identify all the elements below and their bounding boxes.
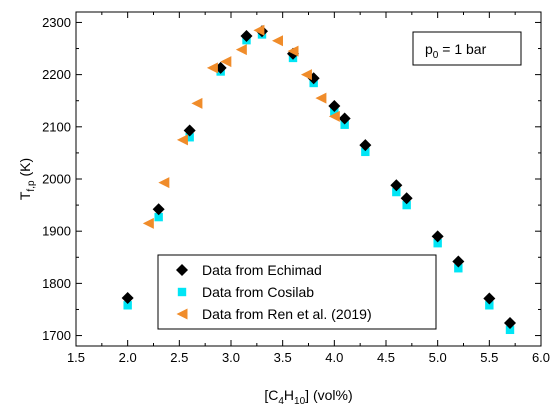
data-point-diamond bbox=[390, 179, 403, 192]
data-point-triangle-left bbox=[272, 35, 283, 47]
y-tick-label: 1800 bbox=[42, 276, 71, 291]
x-tick-label: 2.5 bbox=[170, 350, 188, 365]
data-point-triangle-left bbox=[328, 110, 340, 122]
data-point-triangle-left bbox=[142, 217, 154, 229]
annotation-sub: 0 bbox=[433, 50, 439, 61]
legend-label: Data from Echimad bbox=[202, 262, 322, 278]
x-title-suffix: ] (vol%) bbox=[305, 387, 352, 403]
x-axis-title: [C4H10] (vol%) bbox=[264, 387, 352, 407]
legend-label: Data from Ren et al. (2019) bbox=[202, 306, 372, 322]
data-point-diamond bbox=[152, 203, 165, 216]
annotation-box bbox=[412, 31, 522, 66]
y-tick-label: 2300 bbox=[42, 15, 71, 30]
y-tick-label: 2200 bbox=[42, 67, 71, 82]
data-point-triangle-left bbox=[220, 56, 232, 68]
x-title-prefix: [C bbox=[264, 387, 278, 403]
y-axis-title: Tf,p (K) bbox=[17, 158, 37, 200]
data-point-diamond bbox=[240, 30, 253, 43]
annotation-rest: = 1 bar bbox=[438, 41, 486, 57]
data-point-diamond bbox=[452, 255, 465, 268]
data-point-diamond bbox=[431, 230, 444, 243]
legend-marker-square bbox=[177, 287, 187, 297]
data-point-square bbox=[123, 301, 132, 310]
data-point-triangle-left bbox=[300, 69, 312, 81]
y-tick-label: 2000 bbox=[42, 172, 71, 187]
axis-ticks: 1.5 2.0 2.5 3.0 3.5 4.0 4.5 5.0 5.5 6.0 1700 1800 19… bbox=[42, 12, 550, 365]
x-tick-label: 5.0 bbox=[429, 350, 447, 365]
y-title-suffix: (K) bbox=[17, 158, 33, 181]
data-point-triangle-left bbox=[287, 45, 299, 57]
annotation-text: p0 = 1 bar bbox=[425, 41, 487, 61]
x-title-sub1: 4 bbox=[278, 396, 284, 407]
x-tick-label: 3.0 bbox=[222, 350, 240, 365]
data-point-square bbox=[185, 133, 194, 142]
x-tick-label: 3.5 bbox=[274, 350, 292, 365]
data-point-square bbox=[433, 238, 442, 248]
legend-label: Data from Cosilab bbox=[202, 284, 314, 300]
x-tick-label: 6.0 bbox=[532, 350, 550, 365]
data-point-square bbox=[154, 212, 163, 222]
data-points bbox=[121, 24, 516, 335]
data-point-triangle-left bbox=[191, 97, 203, 109]
data-point-triangle-left bbox=[315, 92, 327, 104]
data-point-triangle-left bbox=[158, 177, 170, 189]
annotation-main: p bbox=[425, 41, 433, 57]
x-tick-label: 4.5 bbox=[377, 350, 395, 365]
data-point-diamond bbox=[183, 124, 196, 137]
x-tick-label: 1.5 bbox=[67, 350, 85, 365]
y-tick-label: 2100 bbox=[42, 119, 71, 134]
data-point-triangle-left bbox=[253, 24, 265, 36]
data-point-diamond bbox=[400, 192, 413, 205]
data-point-diamond bbox=[504, 317, 516, 330]
data-point-diamond bbox=[121, 291, 134, 304]
data-point-triangle-left bbox=[235, 44, 247, 56]
condition-annotation: p0 = 1 bar bbox=[412, 31, 522, 66]
legend-marker-diamond bbox=[176, 264, 188, 276]
data-point-square bbox=[340, 120, 349, 129]
y-title-main: T bbox=[17, 191, 33, 200]
x-title-sub2: 10 bbox=[294, 396, 306, 407]
data-point-diamond bbox=[359, 139, 372, 152]
y-tick-label: 1900 bbox=[42, 224, 71, 239]
data-point-triangle-left bbox=[206, 62, 218, 74]
y-tick-label: 1700 bbox=[42, 328, 71, 343]
data-point-diamond bbox=[328, 99, 341, 112]
data-point-square bbox=[361, 147, 370, 157]
data-point-diamond bbox=[338, 112, 351, 125]
legend: Data from Echimad Data from Cosilab Data f… bbox=[157, 254, 437, 330]
legend-marker-triangle-left bbox=[176, 308, 188, 320]
data-point-square bbox=[330, 108, 339, 117]
legend-box bbox=[157, 254, 437, 330]
x-tick-label: 2.0 bbox=[119, 350, 137, 365]
data-point-diamond bbox=[483, 292, 496, 305]
data-point-square bbox=[485, 301, 494, 310]
x-title-mid: H bbox=[284, 387, 294, 403]
x-tick-label: 4.0 bbox=[325, 350, 343, 365]
data-point-square bbox=[454, 264, 463, 273]
data-point-square bbox=[392, 187, 401, 197]
y-title-sub: f,p bbox=[26, 180, 37, 192]
x-tick-label: 5.5 bbox=[480, 350, 498, 365]
data-point-triangle-left bbox=[176, 134, 188, 146]
series-triangle-left bbox=[142, 24, 340, 229]
data-point-square bbox=[402, 200, 411, 210]
data-point-square bbox=[505, 325, 515, 335]
